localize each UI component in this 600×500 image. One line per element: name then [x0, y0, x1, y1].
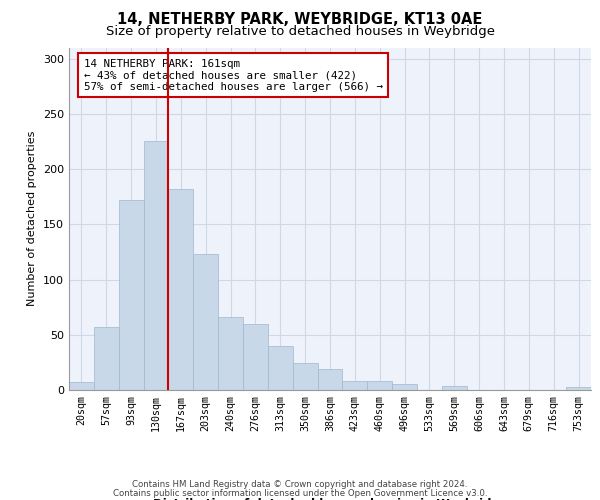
Bar: [218, 317, 243, 390]
Bar: [69, 382, 94, 390]
Bar: [268, 346, 293, 390]
Bar: [566, 386, 591, 390]
Bar: [367, 381, 392, 390]
Bar: [442, 386, 467, 390]
Text: Size of property relative to detached houses in Weybridge: Size of property relative to detached ho…: [106, 25, 494, 38]
Bar: [293, 364, 317, 390]
Bar: [94, 327, 119, 390]
X-axis label: Distribution of detached houses by size in Weybridge: Distribution of detached houses by size …: [152, 498, 508, 500]
Bar: [193, 254, 218, 390]
Bar: [143, 142, 169, 390]
Bar: [343, 381, 367, 390]
Y-axis label: Number of detached properties: Number of detached properties: [28, 131, 37, 306]
Bar: [243, 324, 268, 390]
Text: 14 NETHERBY PARK: 161sqm
← 43% of detached houses are smaller (422)
57% of semi-: 14 NETHERBY PARK: 161sqm ← 43% of detach…: [84, 58, 383, 92]
Text: Contains HM Land Registry data © Crown copyright and database right 2024.: Contains HM Land Registry data © Crown c…: [132, 480, 468, 489]
Bar: [169, 189, 193, 390]
Bar: [317, 369, 343, 390]
Bar: [392, 384, 417, 390]
Text: 14, NETHERBY PARK, WEYBRIDGE, KT13 0AE: 14, NETHERBY PARK, WEYBRIDGE, KT13 0AE: [118, 12, 482, 28]
Text: Contains public sector information licensed under the Open Government Licence v3: Contains public sector information licen…: [113, 489, 487, 498]
Bar: [119, 200, 143, 390]
